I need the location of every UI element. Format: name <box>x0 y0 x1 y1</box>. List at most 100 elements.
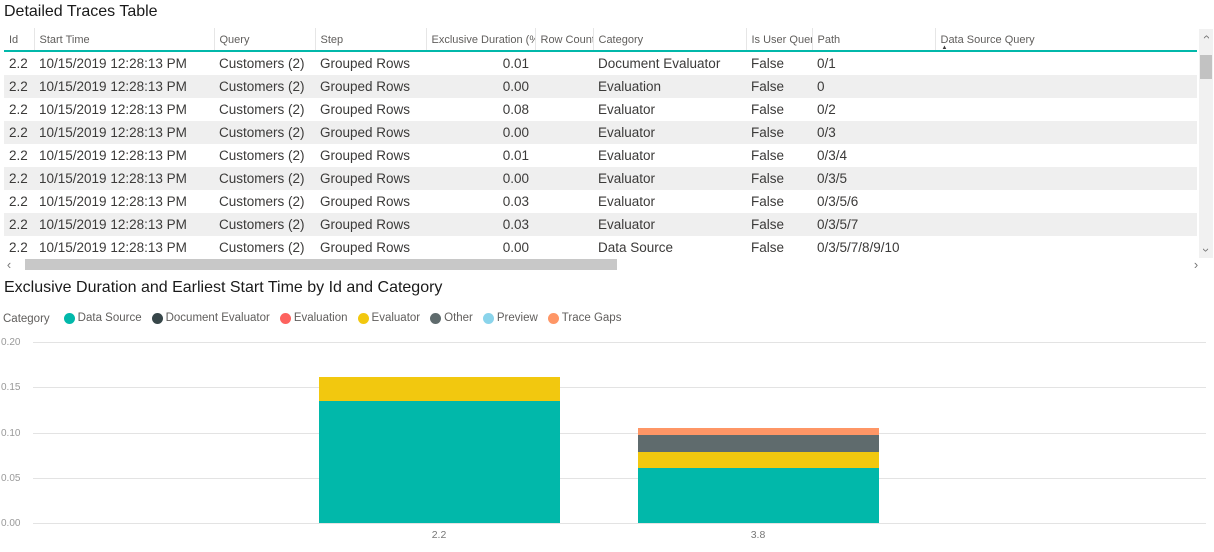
column-header-id[interactable]: Id <box>4 28 34 52</box>
legend-swatch-icon <box>547 312 559 324</box>
gridline <box>33 523 1206 524</box>
table-horizontal-scrollbar[interactable]: ‹ › <box>0 258 1214 272</box>
table-header-row: Id Start Time Query Step Exclusive Duration … <box>4 28 1197 52</box>
cell-row_count <box>535 236 593 259</box>
column-header-step[interactable]: Step <box>314 28 426 52</box>
traces-table-container: Id Start Time Query Step Exclusive Duration … <box>4 28 1197 259</box>
table-row[interactable]: 2.2 10/15/2019 12:28:13 PM Customers (2) Gr… <box>4 75 1197 98</box>
gridline <box>33 477 1206 479</box>
column-header-category[interactable]: Category <box>592 28 746 52</box>
column-header-start_time[interactable]: Start Time <box>33 28 214 52</box>
scroll-down-icon[interactable]: › <box>1199 247 1214 253</box>
cell-is_user_query: False <box>751 148 785 163</box>
column-header-is_user_query[interactable]: Is User Query <box>745 28 812 52</box>
cell-is_user_query: False <box>751 56 785 71</box>
cell-is_user_query: False <box>751 194 785 209</box>
cell-data_source_query <box>935 144 1197 167</box>
cell-query: Customers (2) <box>219 194 305 209</box>
horizontal-scrollbar-thumb[interactable] <box>25 259 617 270</box>
cell-is_user_query: False <box>751 240 785 255</box>
legend-label: Evaluation <box>293 312 348 324</box>
legend-item-document-evaluator[interactable]: Document Evaluator <box>151 312 270 324</box>
cell-category: Data Source <box>598 240 674 255</box>
scroll-right-icon[interactable]: › <box>1193 257 1199 272</box>
legend-item-trace-gaps[interactable]: Trace Gaps <box>547 312 622 324</box>
cell-step: Grouped Rows <box>320 217 411 232</box>
legend-item-data-source[interactable]: Data Source <box>63 312 142 324</box>
cell-query: Customers (2) <box>219 102 305 117</box>
cell-step: Grouped Rows <box>320 125 411 140</box>
table-row[interactable]: 2.2 10/15/2019 12:28:13 PM Customers (2) Gr… <box>4 98 1197 121</box>
gridline <box>33 342 1206 343</box>
cell-step: Grouped Rows <box>320 102 411 117</box>
cell-is_user_query: False <box>751 171 785 186</box>
cell-row_count <box>535 75 593 98</box>
table-row[interactable]: 2.2 10/15/2019 12:28:13 PM Customers (2) Gr… <box>4 213 1197 236</box>
cell-start_time: 10/15/2019 12:28:13 PM <box>39 171 187 186</box>
bar-segment-evaluator[interactable] <box>637 452 879 468</box>
cell-path: 0/3 <box>817 125 836 140</box>
cell-is_user_query: False <box>751 102 785 117</box>
cell-step: Grouped Rows <box>320 171 411 186</box>
cell-path: 0/1 <box>817 56 836 71</box>
legend-swatch-icon <box>430 312 442 324</box>
bar-segment-trace-gaps[interactable] <box>637 428 879 435</box>
legend-item-evaluation[interactable]: Evaluation <box>279 312 348 324</box>
cell-exclusive_duration: 0.00 <box>502 240 529 255</box>
legend-swatch-icon <box>482 312 494 324</box>
cell-category: Evaluator <box>598 194 656 209</box>
column-header-path[interactable]: Path <box>811 28 935 52</box>
cell-exclusive_duration: 0.01 <box>502 56 529 71</box>
cell-exclusive_duration: 0.00 <box>502 125 529 140</box>
vertical-scrollbar-thumb[interactable] <box>1200 55 1212 79</box>
cell-is_user_query: False <box>751 79 785 94</box>
cell-category: Evaluator <box>598 148 656 163</box>
cell-start_time: 10/15/2019 12:28:13 PM <box>39 217 187 232</box>
table-row[interactable]: 2.2 10/15/2019 12:28:13 PM Customers (2) Gr… <box>4 167 1197 190</box>
bar-segment-other[interactable] <box>637 435 879 452</box>
bar-segment-evaluator[interactable] <box>318 377 560 401</box>
legend-item-preview[interactable]: Preview <box>482 312 538 324</box>
cell-path: 0/3/5/6 <box>817 194 859 209</box>
cell-is_user_query: False <box>751 217 785 232</box>
cell-id: 2.2 <box>9 217 28 232</box>
legend-label: Other <box>444 312 473 324</box>
cell-start_time: 10/15/2019 12:28:13 PM <box>39 56 187 71</box>
legend-item-other[interactable]: Other <box>430 312 473 324</box>
column-header-query[interactable]: Query <box>213 28 315 52</box>
column-header-row_count[interactable]: Row Count <box>534 28 593 52</box>
cell-id: 2.2 <box>9 148 28 163</box>
table-title: Detailed Traces Table <box>4 3 158 20</box>
scroll-up-icon[interactable]: › <box>1198 34 1213 40</box>
cell-row_count <box>535 167 593 190</box>
chart-title: Exclusive Duration and Earliest Start Ti… <box>4 279 443 296</box>
cell-id: 2.2 <box>9 171 28 186</box>
table-row[interactable]: 2.2 10/15/2019 12:28:13 PM Customers (2) Gr… <box>4 121 1197 144</box>
table-row[interactable]: 2.2 10/15/2019 12:28:13 PM Customers (2) Gr… <box>4 51 1197 75</box>
cell-id: 2.2 <box>9 125 28 140</box>
y-axis-tick-label: 0.15 <box>1 382 21 394</box>
cell-category: Evaluator <box>598 217 656 232</box>
cell-id: 2.2 <box>9 56 28 71</box>
cell-start_time: 10/15/2019 12:28:13 PM <box>39 102 187 117</box>
scroll-left-icon[interactable]: ‹ <box>6 257 12 272</box>
cell-id: 2.2 <box>9 240 28 255</box>
table-row[interactable]: 2.2 10/15/2019 12:28:13 PM Customers (2) Gr… <box>4 144 1197 167</box>
cell-exclusive_duration: 0.00 <box>502 79 529 94</box>
cell-path: 0/3/5/7 <box>817 217 859 232</box>
cell-data_source_query <box>935 98 1197 121</box>
cell-data_source_query <box>935 213 1197 236</box>
table-row[interactable]: 2.2 10/15/2019 12:28:13 PM Customers (2) Gr… <box>4 190 1197 213</box>
bar-segment-data-source[interactable] <box>637 468 879 523</box>
column-header-exclusive_duration[interactable]: Exclusive Duration (%) <box>425 28 535 52</box>
table-vertical-scrollbar[interactable]: › › <box>1198 29 1214 258</box>
legend-label: Trace Gaps <box>561 312 622 324</box>
table-row[interactable]: 2.2 10/15/2019 12:28:13 PM Customers (2) Gr… <box>4 236 1197 259</box>
column-header-data_source_query[interactable]: Data Source Query ▲ <box>934 28 1197 52</box>
cell-id: 2.2 <box>9 102 28 117</box>
legend-item-evaluator[interactable]: Evaluator <box>357 312 420 324</box>
cell-row_count <box>535 51 593 75</box>
legend-items: Data Source Document Evaluator Evaluation E… <box>63 312 632 327</box>
chart-visual: Exclusive Duration and Earliest Start Ti… <box>0 272 1214 552</box>
bar-segment-data-source[interactable] <box>318 401 560 523</box>
